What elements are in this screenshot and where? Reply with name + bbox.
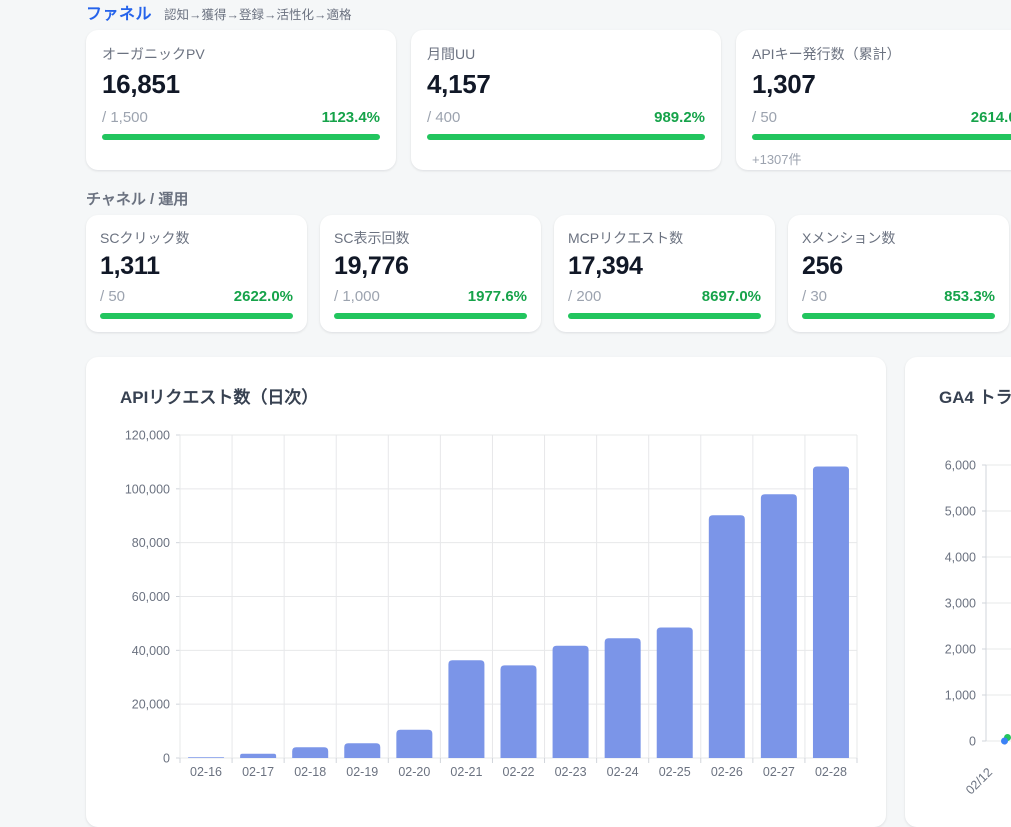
kpi-target: / 50 bbox=[752, 109, 778, 126]
kpi-value: 4,157 bbox=[427, 69, 491, 99]
kpi-label: 月間UU bbox=[427, 46, 476, 62]
svg-text:120,000: 120,000 bbox=[125, 429, 170, 443]
progress-bar bbox=[568, 313, 761, 319]
kpi-value: 17,394 bbox=[568, 252, 643, 280]
progress-bar bbox=[427, 134, 705, 140]
progress-bar bbox=[752, 134, 1011, 140]
kpi-percent: 2622.0% bbox=[233, 288, 293, 305]
svg-text:02-26: 02-26 bbox=[711, 765, 743, 779]
svg-text:02-20: 02-20 bbox=[398, 765, 430, 779]
kpi-percent: 1977.6% bbox=[467, 288, 527, 305]
channel-kpi-row: SCクリック数 1,311 / 50 2622.0% SC表示回数 19,776… bbox=[86, 215, 1009, 332]
funnel-kpi-row: オーガニックPV 16,851 / 1,500 1123.4% 月間UU 4,1… bbox=[86, 30, 1011, 170]
kpi-target: / 1,500 bbox=[102, 109, 148, 126]
kpi-label: MCPリクエスト数 bbox=[568, 230, 684, 246]
ga4-traffic-chart-card: GA4 トラフィック 0 1,000 2,000 3,000 4,000 5,000 6,0… bbox=[905, 357, 1011, 827]
charts-row: APIリクエスト数（日次） 0 20,000 40,000 60,000 80,000 1… bbox=[86, 357, 1011, 827]
kpi-value: 19,776 bbox=[334, 252, 409, 280]
svg-text:02/12: 02/12 bbox=[963, 765, 995, 797]
svg-text:60,000: 60,000 bbox=[132, 590, 170, 604]
svg-text:02-25: 02-25 bbox=[659, 765, 691, 779]
svg-text:02-23: 02-23 bbox=[555, 765, 587, 779]
kpi-value: 1,307 bbox=[752, 69, 816, 99]
funnel-stages-subtitle: 認知→獲得→登録→活性化→適格 bbox=[164, 8, 352, 22]
api-requests-chart-card: APIリクエスト数（日次） 0 20,000 40,000 60,000 80,000 1… bbox=[86, 357, 886, 827]
kpi-card-x-mentions: Xメンション数 256 / 30 853.3% bbox=[788, 215, 1009, 332]
funnel-section-title: ファネル bbox=[86, 6, 153, 23]
kpi-card-sc-impressions: SC表示回数 19,776 / 1,000 1977.6% bbox=[320, 215, 541, 332]
kpi-percent: 8697.0% bbox=[701, 288, 761, 305]
svg-text:02-27: 02-27 bbox=[763, 765, 795, 779]
progress-bar bbox=[334, 313, 527, 319]
svg-text:20,000: 20,000 bbox=[132, 698, 170, 712]
kpi-card-organic-pv: オーガニックPV 16,851 / 1,500 1123.4% bbox=[86, 30, 396, 170]
kpi-label: APIキー発行数（累計） bbox=[752, 46, 901, 62]
svg-text:4,000: 4,000 bbox=[945, 551, 976, 565]
svg-text:0: 0 bbox=[163, 752, 170, 766]
kpi-label: Xメンション数 bbox=[802, 230, 896, 246]
funnel-header: ファネル 認知→獲得→登録→活性化→適格 bbox=[86, 0, 352, 24]
progress-bar bbox=[102, 134, 380, 140]
kpi-value: 256 bbox=[802, 252, 843, 280]
kpi-target: / 200 bbox=[568, 288, 602, 305]
svg-text:1,000: 1,000 bbox=[945, 689, 976, 703]
svg-text:2,000: 2,000 bbox=[945, 643, 976, 657]
kpi-target: / 1,000 bbox=[334, 288, 380, 305]
kpi-delta: +1307件 bbox=[752, 152, 802, 167]
ga4-traffic-chart-title: GA4 トラフィック bbox=[939, 388, 1011, 407]
svg-text:100,000: 100,000 bbox=[125, 482, 170, 496]
kpi-target: / 50 bbox=[100, 288, 126, 305]
kpi-label: SC表示回数 bbox=[334, 230, 410, 246]
svg-text:02-21: 02-21 bbox=[450, 765, 482, 779]
kpi-target: / 30 bbox=[802, 288, 828, 305]
svg-text:02-24: 02-24 bbox=[607, 765, 639, 779]
kpi-percent: 2614.0% bbox=[970, 109, 1011, 126]
progress-bar bbox=[802, 313, 995, 319]
kpi-target: / 400 bbox=[427, 109, 461, 126]
svg-text:02-19: 02-19 bbox=[346, 765, 378, 779]
kpi-value: 1,311 bbox=[100, 252, 160, 280]
svg-text:5,000: 5,000 bbox=[945, 505, 976, 519]
api-requests-bar-chart: 0 20,000 40,000 60,000 80,000 100,000 120,000 0… bbox=[125, 429, 858, 779]
api-requests-chart-title: APIリクエスト数（日次） bbox=[120, 388, 319, 407]
svg-text:6,000: 6,000 bbox=[945, 459, 976, 473]
svg-text:0: 0 bbox=[969, 735, 976, 749]
svg-text:02-17: 02-17 bbox=[242, 765, 274, 779]
svg-text:02-22: 02-22 bbox=[503, 765, 535, 779]
kpi-card-api-keys: APIキー発行数（累計） 1,307 / 50 2614.0% +1307件 bbox=[736, 30, 1011, 170]
ga4-traffic-line-chart: 0 1,000 2,000 3,000 4,000 5,000 6,000 02/12 bbox=[945, 459, 1011, 797]
kpi-percent: 853.3% bbox=[944, 288, 995, 305]
kpi-percent: 989.2% bbox=[654, 109, 705, 126]
svg-text:40,000: 40,000 bbox=[132, 644, 170, 658]
progress-bar bbox=[100, 313, 293, 319]
svg-text:80,000: 80,000 bbox=[132, 536, 170, 550]
kpi-label: オーガニックPV bbox=[102, 46, 205, 62]
kpi-card-monthly-uu: 月間UU 4,157 / 400 989.2% bbox=[411, 30, 721, 170]
svg-text:3,000: 3,000 bbox=[945, 597, 976, 611]
svg-text:02-18: 02-18 bbox=[294, 765, 326, 779]
svg-text:02-16: 02-16 bbox=[190, 765, 222, 779]
svg-text:02-28: 02-28 bbox=[815, 765, 847, 779]
kpi-card-mcp-requests: MCPリクエスト数 17,394 / 200 8697.0% bbox=[554, 215, 775, 332]
channel-section-title: チャネル / 運用 bbox=[86, 191, 189, 208]
kpi-label: SCクリック数 bbox=[100, 230, 190, 246]
kpi-card-sc-clicks: SCクリック数 1,311 / 50 2622.0% bbox=[86, 215, 307, 332]
kpi-value: 16,851 bbox=[102, 69, 180, 99]
kpi-percent: 1123.4% bbox=[321, 109, 380, 126]
